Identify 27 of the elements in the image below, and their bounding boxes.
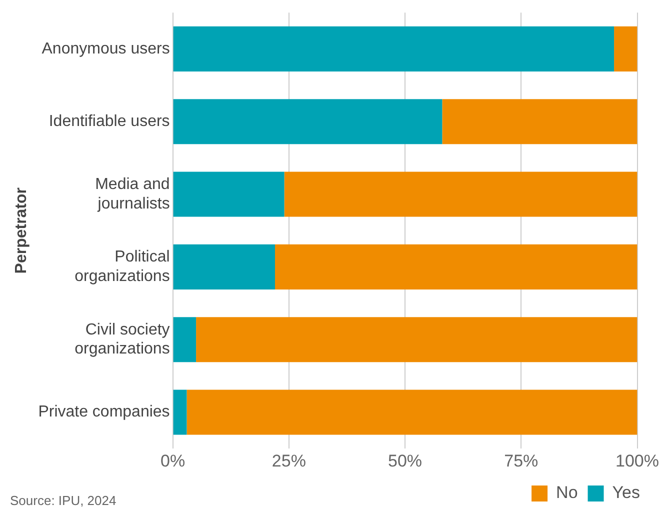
bar	[196, 317, 638, 362]
legend-label: No	[556, 483, 578, 502]
y-tick-label: Private companies	[38, 404, 170, 421]
y-tick-label: Media and journalists	[95, 176, 170, 212]
legend-label: Yes	[612, 483, 640, 502]
x-tick-label: 75%	[504, 451, 538, 470]
y-tick-label: Anonymous users	[42, 40, 170, 58]
y-tick-label: Political organizations	[74, 248, 170, 285]
x-tick-label: 25%	[272, 451, 306, 470]
bar	[442, 99, 638, 144]
x-tick-label: 0%	[160, 451, 186, 470]
bar	[614, 26, 638, 72]
bar	[186, 390, 638, 435]
source-note: Source: IPU, 2024	[10, 493, 116, 508]
bar	[173, 99, 442, 144]
y-tick-label: Identifiable users	[48, 113, 170, 130]
bar	[173, 26, 614, 72]
bar	[173, 390, 187, 435]
bar	[173, 317, 196, 362]
bar	[274, 244, 638, 290]
bar	[284, 172, 638, 217]
y-tick-label: Civil society organizations	[74, 321, 170, 358]
bar	[173, 172, 284, 217]
x-tick-label: 100%	[616, 451, 659, 470]
bar	[173, 244, 275, 290]
x-tick-label: 50%	[388, 451, 422, 470]
y-axis-title: Perpetrator	[13, 187, 30, 274]
